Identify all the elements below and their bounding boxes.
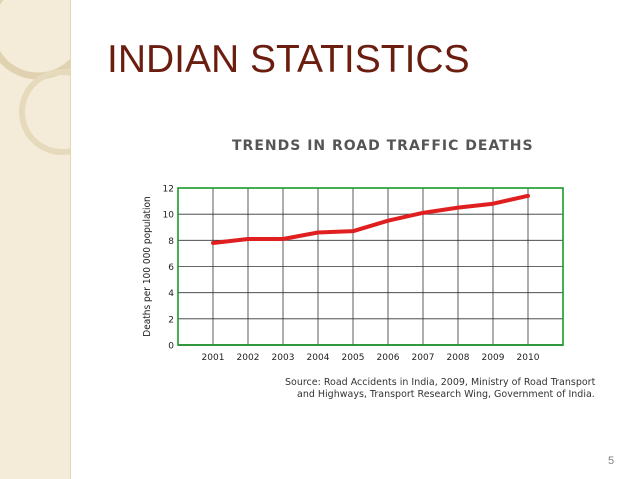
plot-border bbox=[177, 187, 564, 346]
data-point bbox=[457, 207, 459, 209]
series-line bbox=[211, 193, 530, 245]
data-point bbox=[352, 230, 354, 232]
page-number: 5 bbox=[608, 455, 615, 467]
x-tick-label: 2004 bbox=[307, 353, 330, 363]
x-tick-label: 2007 bbox=[412, 353, 435, 363]
source-note: Source: Road Accidents in India, 2009, M… bbox=[285, 377, 595, 401]
y-tick-label: 12 bbox=[163, 185, 174, 195]
source-line-2: and Highways, Transport Research Wing, G… bbox=[297, 389, 595, 400]
x-tick-label: 2003 bbox=[272, 353, 295, 363]
data-point bbox=[212, 242, 214, 244]
data-point bbox=[387, 220, 389, 222]
y-tick-label: 0 bbox=[168, 342, 174, 352]
x-tick-label: 2006 bbox=[377, 353, 400, 363]
x-tick-label: 2008 bbox=[447, 353, 470, 363]
x-tick-label: 2002 bbox=[237, 353, 260, 363]
x-tick-label: 2010 bbox=[517, 353, 540, 363]
y-tick-label: 4 bbox=[168, 289, 174, 299]
y-tick-label: 10 bbox=[163, 211, 175, 221]
x-tick-label: 2005 bbox=[342, 353, 365, 363]
data-point bbox=[282, 238, 284, 240]
x-tick-label: 2001 bbox=[202, 353, 225, 363]
y-tick-label: 8 bbox=[168, 237, 174, 247]
x-tick-label: 2009 bbox=[482, 353, 505, 363]
data-point bbox=[422, 212, 424, 214]
decorative-circles bbox=[0, 0, 70, 155]
decorative-sidebar bbox=[0, 0, 71, 479]
data-point bbox=[527, 195, 529, 197]
y-axis-label: Deaths per 100 000 population bbox=[142, 196, 153, 336]
source-line-1: Source: Road Accidents in India, 2009, M… bbox=[285, 377, 596, 388]
data-point bbox=[247, 238, 249, 240]
slide-title: INDIAN STATISTICS bbox=[107, 38, 470, 81]
data-point bbox=[492, 203, 494, 205]
chart-title: TRENDS IN ROAD TRAFFIC DEATHS bbox=[232, 138, 534, 154]
y-tick-label: 6 bbox=[168, 263, 174, 273]
data-point bbox=[317, 231, 319, 233]
y-tick-label: 2 bbox=[168, 315, 174, 325]
